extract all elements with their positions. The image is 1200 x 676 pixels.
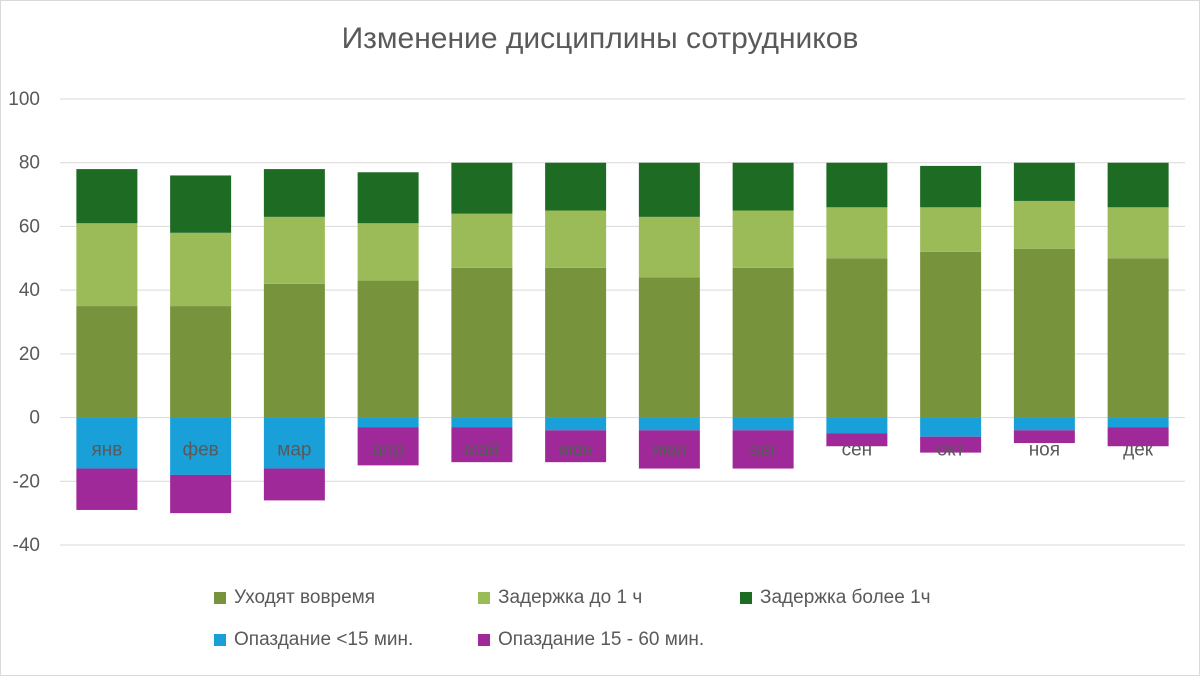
bar-segment	[545, 430, 607, 463]
bar-segment	[170, 306, 232, 418]
bar-segment	[263, 468, 325, 501]
y-tick-label: 80	[19, 153, 40, 174]
bar-segment	[1013, 430, 1075, 444]
bar-segment	[1107, 207, 1169, 259]
legend-item: Задержка более 1ч	[740, 586, 931, 610]
bar-segment	[451, 213, 513, 268]
bar-segment	[638, 430, 700, 469]
bar-segment	[920, 165, 982, 208]
x-tick-label: фев	[182, 440, 218, 461]
legend-swatch	[478, 592, 490, 604]
legend-swatch	[214, 634, 226, 646]
bar-segment	[451, 162, 513, 214]
x-tick-label: дек	[1123, 440, 1154, 461]
bar-segment	[1013, 417, 1075, 431]
bar-segment	[76, 223, 138, 307]
x-tick-label: апр	[372, 440, 403, 461]
bar-segment	[826, 417, 888, 434]
bar-segment	[170, 417, 232, 475]
legend-label: Уходят вовремя	[234, 587, 376, 608]
y-tick-label: 100	[8, 89, 40, 110]
bar-segment	[357, 172, 419, 224]
bar-segment	[76, 417, 138, 469]
legend-item: Уходят вовремя	[214, 586, 375, 610]
bar-segment	[451, 427, 513, 463]
legend-item: Опаздание 15 - 60 мин.	[478, 628, 704, 652]
bar-segment	[638, 162, 700, 217]
bar-segment	[170, 175, 232, 233]
bar-segment	[732, 267, 794, 418]
bar-segment	[357, 417, 419, 428]
x-tick-label: ноя	[1029, 440, 1060, 461]
bar-segment	[638, 277, 700, 418]
bar-segment	[451, 267, 513, 418]
x-tick-label: июл	[652, 440, 688, 461]
legend-label: Задержка более 1ч	[760, 587, 931, 608]
bar-segment	[1013, 248, 1075, 418]
bar-segment	[545, 162, 607, 211]
bar-segment	[732, 162, 794, 211]
bar-segment	[826, 258, 888, 418]
legend-label: Опаздание <15 мин.	[234, 629, 414, 650]
bar-segment	[826, 433, 888, 447]
bar-segment	[732, 210, 794, 268]
bar-segment	[357, 427, 419, 466]
legend-label: Задержка до 1 ч	[498, 587, 643, 608]
bar-segment	[1107, 258, 1169, 418]
x-tick-label: сен	[842, 440, 873, 461]
bar-segment	[76, 306, 138, 418]
bar-segment	[920, 251, 982, 418]
bar-segment	[732, 430, 794, 469]
bar-segment	[1107, 162, 1169, 208]
bar-segment	[1013, 162, 1075, 201]
bar-segment	[920, 417, 982, 437]
x-tick-label: янв	[91, 440, 122, 461]
x-tick-label: май	[465, 440, 499, 461]
bar-segment	[1107, 427, 1169, 447]
bar-segment	[357, 223, 419, 281]
bar-segment	[826, 162, 888, 208]
legend-swatch	[740, 592, 752, 604]
bar-segment	[451, 417, 513, 428]
bar-segment	[1107, 417, 1169, 428]
y-tick-label: 60	[19, 216, 40, 237]
x-tick-label: мар	[277, 440, 311, 461]
bar-segment	[638, 216, 700, 278]
bar-segment	[545, 267, 607, 418]
x-tick-label: авг	[749, 440, 777, 461]
legend-swatch	[214, 592, 226, 604]
bar-segment	[263, 417, 325, 469]
chart-legend: Уходят вовремя Задержка до 1 ч Задержка бо…	[0, 580, 1200, 670]
bar-segment	[545, 417, 607, 431]
y-tick-label: -20	[13, 471, 40, 492]
bar-segment	[170, 232, 232, 307]
bar-segment	[263, 283, 325, 418]
legend-item: Опаздание <15 мин.	[214, 628, 413, 652]
bar-segment	[1013, 200, 1075, 249]
bar-segment	[357, 280, 419, 418]
bar-segment	[263, 216, 325, 284]
bar-segment	[920, 436, 982, 453]
legend-swatch	[478, 634, 490, 646]
legend-item: Задержка до 1 ч	[478, 586, 642, 610]
y-tick-label: 0	[29, 408, 40, 429]
bar-segment	[545, 210, 607, 268]
y-tick-label: 40	[19, 280, 40, 301]
legend-label: Опаздание 15 - 60 мин.	[498, 629, 705, 650]
bar-segment	[76, 169, 138, 224]
bar-segment	[638, 417, 700, 431]
bar-segment	[76, 468, 138, 510]
chart-title: Изменение дисциплины сотрудников	[341, 22, 859, 55]
x-tick-label: окт	[937, 440, 965, 461]
y-tick-label: -40	[13, 535, 40, 556]
bar-segment	[170, 474, 232, 514]
x-tick-label: июн	[558, 440, 593, 461]
y-tick-label: 20	[19, 344, 40, 365]
bar-segment	[263, 169, 325, 217]
bar-segment	[920, 207, 982, 252]
bar-segment	[732, 417, 794, 431]
bar-segment	[826, 207, 888, 259]
